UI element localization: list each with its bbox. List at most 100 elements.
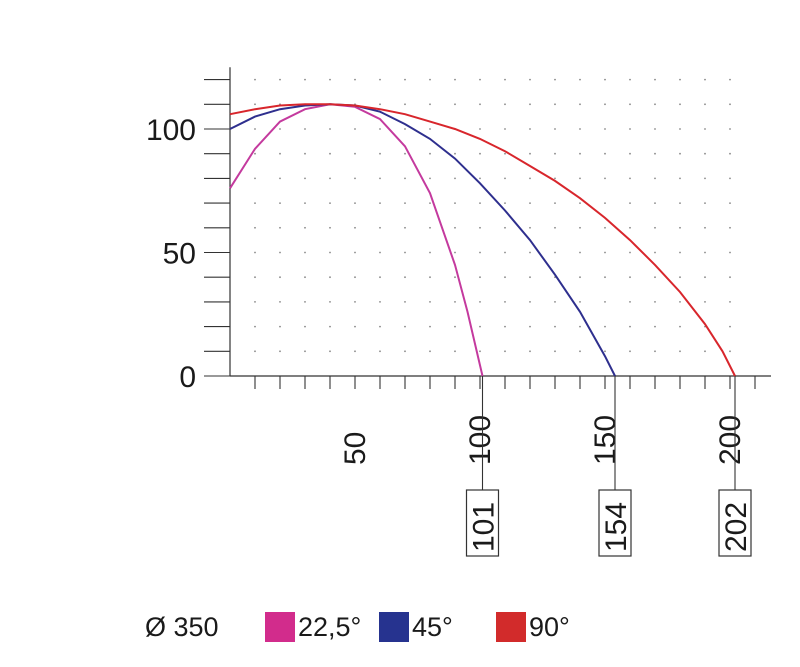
grid-dot [329, 251, 331, 254]
grid-dot [579, 251, 581, 254]
grid-dot [729, 251, 731, 254]
grid-dot [529, 152, 531, 155]
grid-dot [579, 276, 581, 279]
grid-dot [454, 152, 456, 155]
x-tick-label: 200 [714, 415, 747, 465]
grid-dot [579, 202, 581, 205]
grid-dot [429, 152, 431, 155]
grid-dot [629, 202, 631, 205]
grid-dot [454, 202, 456, 205]
grid-dot [604, 202, 606, 205]
grid-dot [704, 78, 706, 81]
grid-dot [254, 276, 256, 279]
grid-dot [279, 226, 281, 229]
grid-dot [404, 152, 406, 155]
callout-box [718, 489, 752, 557]
grid-dot [454, 350, 456, 353]
grid-dot [304, 78, 306, 81]
grid-dot [279, 177, 281, 180]
grid-dot [579, 325, 581, 328]
grid-dot [629, 78, 631, 81]
grid-dot [729, 152, 731, 155]
grid-dot [379, 177, 381, 180]
grid-dot [554, 152, 556, 155]
grid-dot [429, 78, 431, 81]
grid-dot [729, 301, 731, 303]
grid-dot [504, 350, 506, 353]
grid-dot [354, 325, 356, 328]
grid-dot [654, 251, 656, 254]
grid-dot [654, 350, 656, 353]
grid-dot [429, 251, 431, 254]
grid-dot [279, 128, 281, 130]
grid-dot [679, 276, 681, 279]
grid-dot [354, 202, 356, 205]
x-tick-label: 100 [464, 415, 497, 465]
grid-dot [604, 78, 606, 81]
grid-dot [429, 350, 431, 353]
legend-title: Ø 350 [145, 612, 219, 642]
grid-dot [354, 177, 356, 180]
grid-dot [729, 226, 731, 229]
grid-dot [679, 325, 681, 328]
grid-dot [254, 251, 256, 254]
callout-box [598, 489, 632, 557]
grid-dot [629, 276, 631, 279]
grid-dot [329, 78, 331, 81]
grid-dot [479, 128, 481, 130]
grid-dot [454, 325, 456, 328]
grid-dot [429, 276, 431, 279]
grid-dot [654, 202, 656, 205]
grid-dot [579, 301, 581, 303]
grid-dot [354, 128, 356, 130]
grid-dot [304, 128, 306, 130]
grid-dot [454, 103, 456, 106]
grid-dot [654, 103, 656, 106]
grid-dot [479, 226, 481, 229]
grid-dot [654, 177, 656, 180]
grid-dot [429, 177, 431, 180]
grid-dot [354, 251, 356, 254]
grid-dots [254, 78, 731, 353]
grid-dot [554, 78, 556, 81]
legend-label: 22,5° [298, 612, 361, 642]
grid-dot [529, 276, 531, 279]
grid-dot [679, 301, 681, 303]
grid-dot [479, 177, 481, 180]
grid-dot [729, 325, 731, 328]
grid-dot [254, 128, 256, 130]
grid-dot [254, 152, 256, 155]
grid-dot [329, 152, 331, 155]
grid-dot [679, 103, 681, 106]
y-tick-label: 0 [179, 361, 196, 394]
grid-dot [654, 276, 656, 279]
grid-dot [479, 152, 481, 155]
grid-dot [404, 350, 406, 353]
grid-dot [404, 78, 406, 81]
grid-dot [504, 177, 506, 180]
grid-dot [729, 202, 731, 205]
grid-dot [304, 226, 306, 229]
grid-dot [529, 103, 531, 106]
grid-dot [479, 276, 481, 279]
grid-dot [604, 276, 606, 279]
grid-dot [579, 128, 581, 130]
grid-dot [304, 301, 306, 303]
grid-dot [604, 301, 606, 303]
grid-dot [629, 177, 631, 180]
grid-dot [254, 325, 256, 328]
grid-dot [504, 103, 506, 106]
grid-dot [279, 152, 281, 155]
grid-dot [529, 177, 531, 180]
grid-dot [354, 276, 356, 279]
grid-dot [504, 251, 506, 254]
grid-dot [254, 103, 256, 106]
grid-dot [554, 301, 556, 303]
grid-dot [429, 301, 431, 303]
grid-dot [704, 276, 706, 279]
grid-dot [554, 251, 556, 254]
y-tick-label: 100 [146, 114, 196, 147]
grid-dot [504, 226, 506, 229]
x-tick-label: 50 [339, 432, 372, 465]
grid-dot [429, 128, 431, 130]
